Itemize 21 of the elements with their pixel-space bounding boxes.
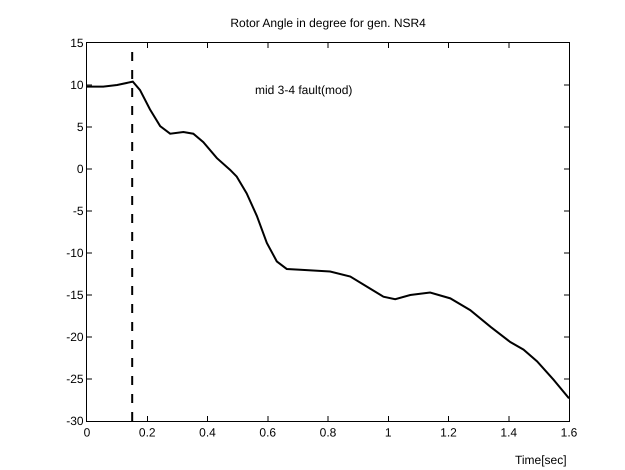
y-tick-label: -30 [66,414,84,428]
x-tick-label: 1 [384,425,392,440]
y-tick-label: -15 [66,288,84,302]
chart-title: Rotor Angle in degree for gen. NSR4 [230,16,426,30]
x-tick-label: 1.6 [560,425,578,440]
y-tick-label: -25 [66,372,84,386]
x-axis-title: Time[sec] [515,453,567,467]
y-tick-label: 15 [70,36,84,50]
y-tick-label: -10 [66,246,84,260]
y-tick-label: 10 [70,78,84,92]
x-tick-label: 1.2 [440,425,458,440]
x-tick-label: 0.2 [138,425,156,440]
x-tick-label: 1.4 [500,425,518,440]
x-tick-label: 0.6 [259,425,276,440]
annotation: mid 3-4 fault(mod) [255,83,352,97]
y-tick-label: 0 [76,162,84,176]
x-tick-label: 0.8 [320,425,337,440]
y-tick-label: -5 [72,204,84,218]
x-tick-label: 0.4 [199,425,216,440]
y-tick-label: -20 [66,330,84,344]
y-tick-label: 5 [76,120,84,134]
